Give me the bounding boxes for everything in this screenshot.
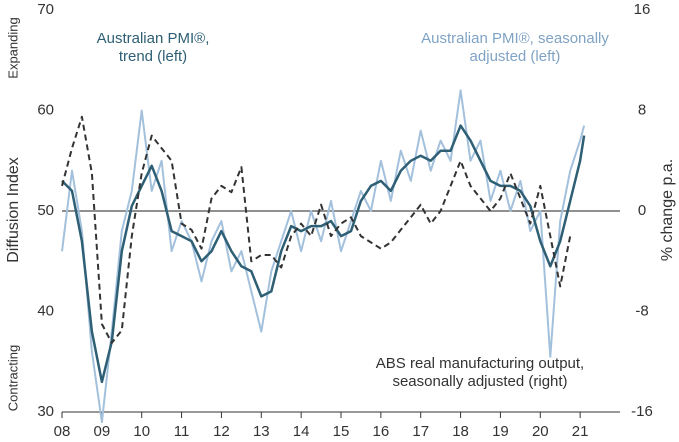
x-tick-label: 18	[452, 423, 469, 440]
x-tick-label: 15	[333, 423, 350, 440]
x-tick-label: 16	[373, 423, 390, 440]
series-label: Australian PMI®, trend (left)	[96, 30, 210, 65]
series-line	[61, 124, 586, 384]
x-tick-label: 11	[174, 423, 190, 440]
series-label: Australian PMI®, seasonally adjusted (le…	[421, 30, 609, 65]
x-tick-label: 21	[572, 423, 589, 440]
y2-tick-label: -8	[635, 302, 648, 319]
x-tick-label: 17	[412, 423, 429, 440]
y2-tick-label: 0	[638, 202, 646, 219]
x-tick-label: 08	[54, 423, 71, 440]
series-line	[61, 89, 586, 424]
y-tick-label: 30	[37, 403, 54, 420]
y2-axis-label: % change p.a.	[659, 159, 676, 261]
series-label: ABS real manufacturing output, seasonall…	[375, 355, 585, 390]
y2-tick-label: 8	[638, 101, 646, 118]
x-tick-label: 19	[492, 423, 509, 440]
annotation: Contracting	[5, 345, 20, 411]
x-tick-label: 13	[253, 423, 270, 440]
y-tick-label: 60	[37, 101, 54, 118]
x-tick-label: 12	[213, 423, 230, 440]
y-tick-label: 50	[37, 202, 54, 219]
x-tick-label: 09	[94, 423, 111, 440]
x-tick-label: 20	[532, 423, 549, 440]
x-tick-label: 14	[293, 423, 310, 440]
y2-tick-label: -16	[631, 403, 653, 420]
y-tick-label: 70	[37, 1, 54, 18]
series-line	[61, 115, 572, 344]
y-axis-label: Diffusion Index	[5, 157, 22, 263]
x-tick-label: 10	[133, 423, 150, 440]
annotation: Expanding	[5, 17, 20, 78]
y-tick-label: 40	[37, 302, 54, 319]
y2-tick-label: 16	[634, 1, 651, 18]
